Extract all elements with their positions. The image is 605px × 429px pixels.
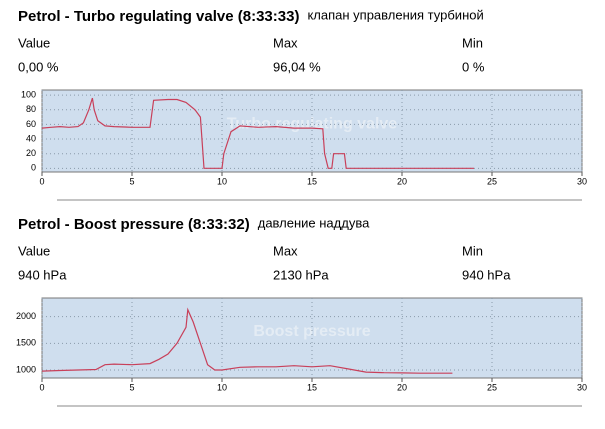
y-tick-label: 0 [31,163,36,173]
x-tick-label: 5 [129,176,134,186]
x-tick-label: 25 [487,382,497,392]
x-tick-label: 20 [397,176,407,186]
x-tick-label: 30 [577,382,587,392]
y-tick-label: 60 [26,119,36,129]
y-tick-label: 40 [26,133,36,143]
watermark: Turbo regulating valve [227,116,398,133]
x-tick-label: 15 [307,382,317,392]
stat-header: Value [18,35,50,50]
y-tick-label: 20 [26,148,36,158]
chart-subtitle: клапан управления турбиной [307,7,483,22]
stat-header: Max [273,243,298,258]
stat-value: 940 hPa [462,267,511,282]
stat-header: Max [273,35,298,50]
y-tick-label: 1500 [16,338,36,348]
y-tick-label: 100 [21,90,36,100]
stat-value: 2130 hPa [273,267,329,282]
y-tick-label: 2000 [16,311,36,321]
data-line [41,97,474,169]
x-tick-label: 20 [397,382,407,392]
data-line [41,307,453,374]
stat-header: Min [462,35,483,50]
stat-header: Min [462,243,483,258]
stat-header: Value [18,243,50,258]
x-tick-label: 15 [307,176,317,186]
stat-value: 0,00 % [18,59,59,74]
stat-value: 0 % [462,59,485,74]
x-tick-label: 0 [39,176,44,186]
x-tick-label: 5 [129,382,134,392]
chart-subtitle: давление наддува [258,215,370,230]
stat-value: 96,04 % [273,59,321,74]
x-tick-label: 25 [487,176,497,186]
chart-title: Petrol - Boost pressure (8:33:32) [18,216,250,233]
y-tick-label: 80 [26,104,36,114]
x-tick-label: 30 [577,176,587,186]
x-tick-label: 10 [217,382,227,392]
stat-value: 940 hPa [18,267,67,282]
y-tick-label: 1000 [16,364,36,374]
chart-title: Petrol - Turbo regulating valve (8:33:33… [18,8,299,25]
x-tick-label: 10 [217,176,227,186]
x-tick-label: 0 [39,382,44,392]
watermark: Boost pressure [253,323,370,340]
